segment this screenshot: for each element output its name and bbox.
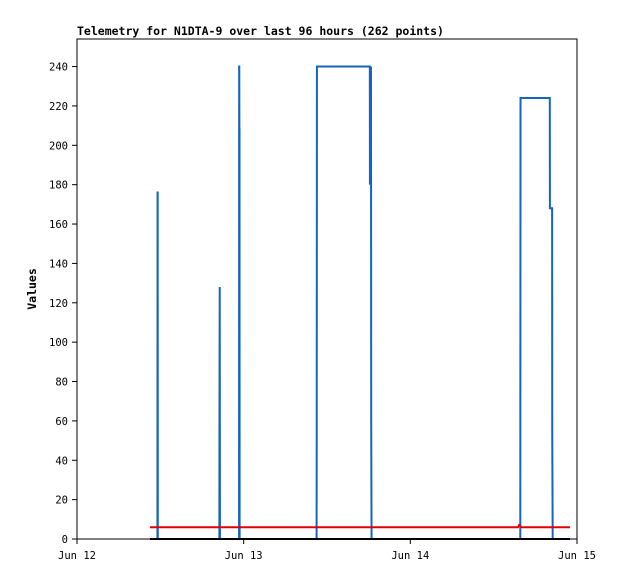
x-axis: Jun 12 Jun 13 Jun 14 Jun 15 <box>58 539 596 562</box>
y-tick-label: 200 <box>49 140 68 152</box>
x-tick-label: Jun 15 <box>558 550 596 562</box>
x-tick-label: Jun 14 <box>391 550 429 562</box>
y-tick-label: 160 <box>49 219 68 231</box>
y-tick-label: 100 <box>49 337 68 349</box>
y-tick-label: 80 <box>55 377 68 389</box>
series-layer <box>149 65 571 540</box>
x-tick-label: Jun 13 <box>225 550 263 562</box>
x-tick-label: Jun 12 <box>58 550 96 562</box>
y-tick-label: 240 <box>49 62 68 74</box>
y-tick-label: 140 <box>49 258 68 270</box>
plot-frame <box>76 38 578 540</box>
y-tick-label: 60 <box>55 416 68 428</box>
y-tick-label: 120 <box>49 298 68 310</box>
y-tick-label: 0 <box>62 534 68 546</box>
y-tick-label: 180 <box>49 180 68 192</box>
y-tick-label: 220 <box>49 101 68 113</box>
y-tick-label: 20 <box>55 495 68 507</box>
series-line-2 <box>149 523 571 529</box>
y-axis: 0 20 40 60 80 100 120 140 160 180 200 220 240 <box>49 62 77 546</box>
chart-title: Telemetry for N1DTA-9 over last 96 hours… <box>77 24 444 38</box>
y-tick-label: 40 <box>55 455 68 467</box>
series-line-1 <box>156 65 554 540</box>
y-axis-label: Values <box>25 268 39 310</box>
